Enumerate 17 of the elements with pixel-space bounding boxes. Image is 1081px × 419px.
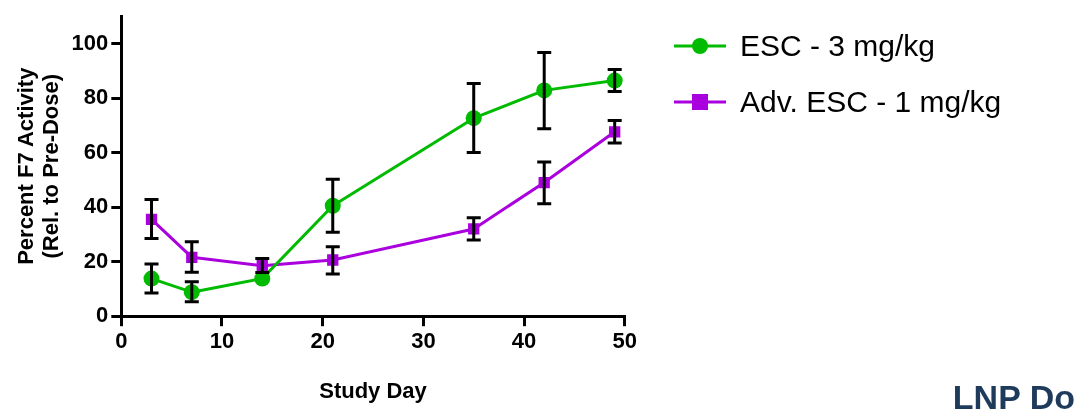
x-axis-title: Study Day bbox=[319, 377, 428, 403]
x-tick-label: 40 bbox=[511, 328, 537, 354]
y-tick-label: 20 bbox=[83, 247, 109, 273]
x-tick-label: 50 bbox=[612, 328, 638, 354]
y-tick-label: 40 bbox=[83, 193, 109, 219]
x-tick-label: 20 bbox=[310, 328, 335, 354]
x-tick-label: 30 bbox=[411, 328, 436, 354]
y-tick-label: 80 bbox=[83, 84, 109, 110]
legend-label: Adv. ESC - 1 mg/kg bbox=[740, 85, 1002, 119]
y-tick-label: 100 bbox=[71, 29, 109, 55]
y-axis-title: Percent F7 Activity (Rel. to Pre-Dose) bbox=[12, 66, 64, 265]
legend-label: ESC - 3 mg/kg bbox=[740, 29, 936, 63]
x-tick-label: 0 bbox=[115, 328, 128, 354]
text: LNP Do bbox=[952, 378, 1075, 417]
y-tick-label: 60 bbox=[83, 138, 109, 164]
x-tick-label: 10 bbox=[209, 328, 235, 354]
y-tick-label: 0 bbox=[96, 302, 109, 328]
